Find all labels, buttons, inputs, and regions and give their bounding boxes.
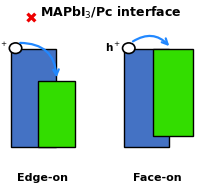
Bar (38, 81, 75, 147)
Circle shape (9, 43, 22, 53)
Circle shape (123, 43, 135, 53)
Bar (124, 49, 169, 147)
Bar (153, 49, 193, 136)
Text: Edge-on: Edge-on (17, 173, 68, 183)
Text: Face-on: Face-on (133, 173, 182, 183)
Text: ✖: ✖ (25, 11, 38, 26)
Bar (11, 49, 56, 147)
Text: MAPbI$_3$/Pc interface: MAPbI$_3$/Pc interface (40, 5, 182, 21)
Text: h$^+$: h$^+$ (105, 41, 121, 54)
Text: h$^+$: h$^+$ (0, 41, 8, 54)
